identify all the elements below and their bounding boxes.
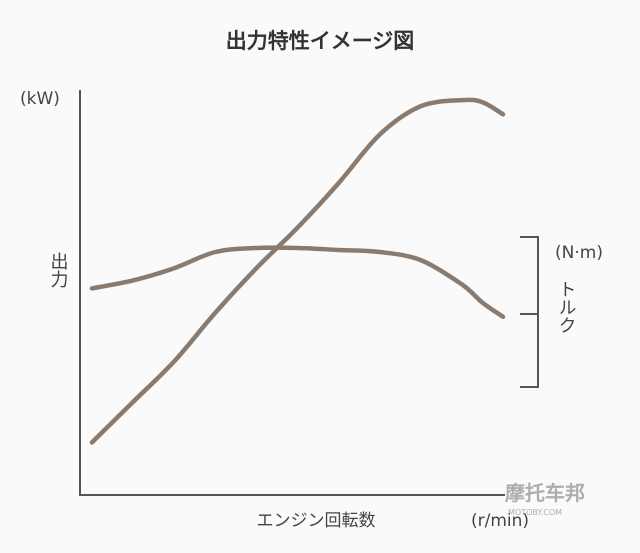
axes: [79, 90, 505, 496]
watermark-text: 摩托车邦: [505, 481, 585, 505]
series-layer: [89, 97, 506, 445]
torque-bracket: [520, 236, 539, 388]
power-curve: [89, 97, 506, 445]
y-label-right: トルク: [556, 280, 577, 334]
y-unit-left: (kW): [20, 89, 60, 109]
chart-title: 出力特性イメージ図: [226, 29, 415, 53]
watermark: 摩托车邦 MOTOBY.COM: [505, 481, 585, 517]
x-label: エンジン回転数: [257, 511, 376, 531]
watermark-url: MOTOBY.COM: [508, 508, 562, 517]
torque-curve: [89, 245, 506, 320]
y-unit-right: (N·m): [555, 243, 603, 263]
x-unit: (r/min): [471, 511, 529, 531]
y-label-left: 出力: [48, 252, 69, 288]
